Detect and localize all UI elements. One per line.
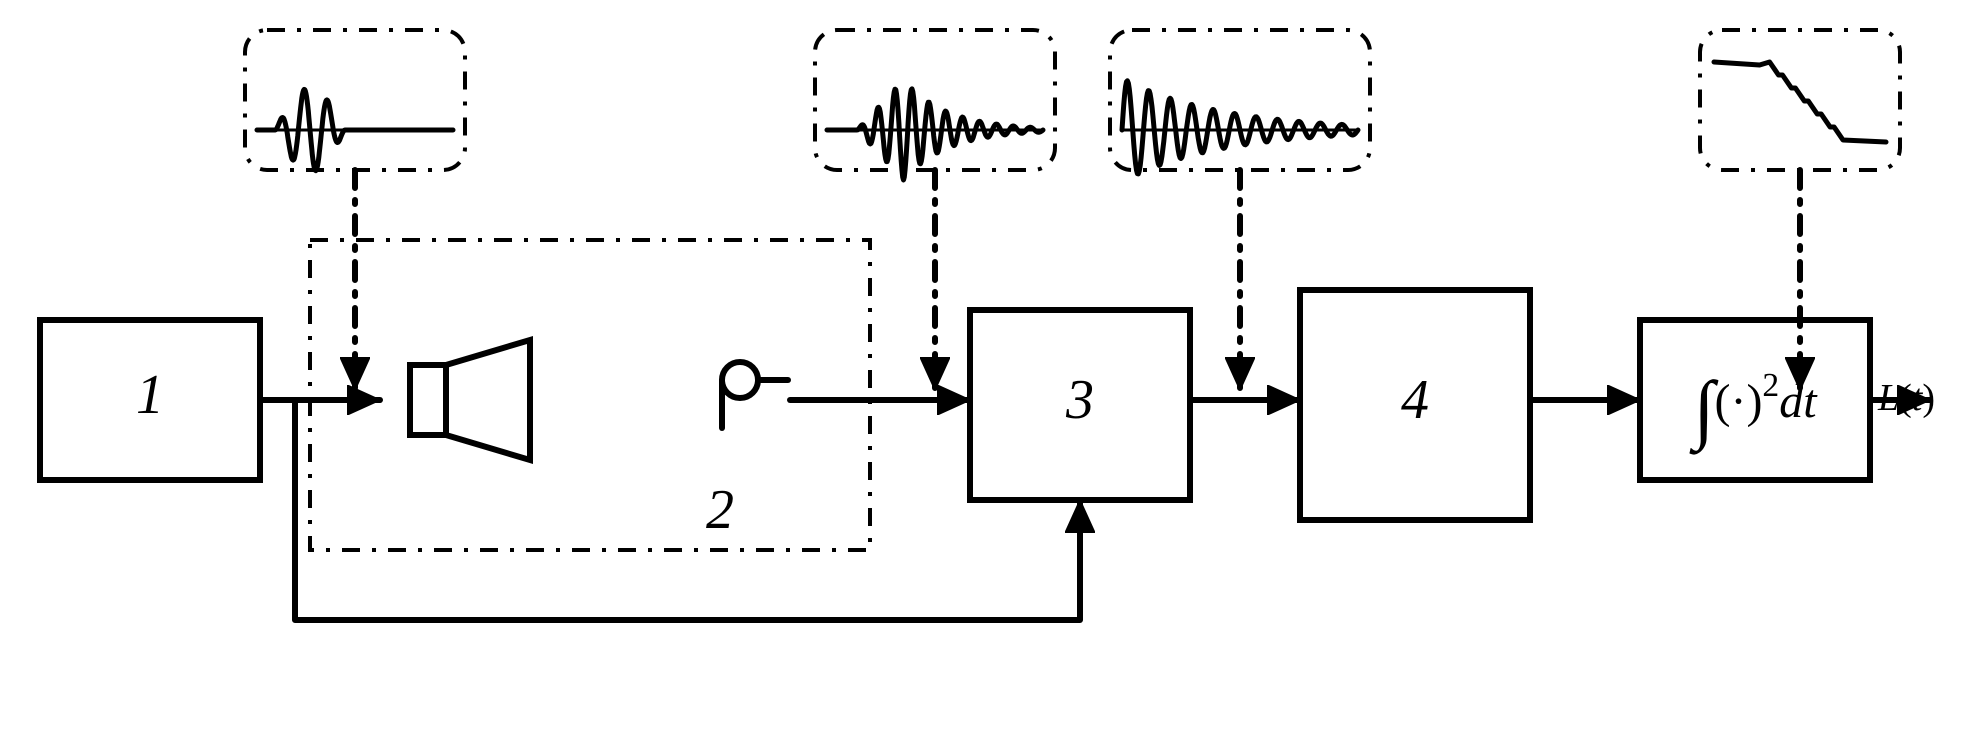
block-b1-label: 1 bbox=[136, 364, 164, 426]
microphone-icon bbox=[722, 362, 758, 398]
thumbnail-t1 bbox=[245, 30, 465, 170]
speaker-horn bbox=[446, 340, 530, 460]
output-label: L(t) bbox=[1877, 377, 1935, 419]
thumbnail-t4 bbox=[1700, 30, 1900, 170]
block-b2-label: 2 bbox=[706, 479, 734, 541]
block-b4-label: 4 bbox=[1401, 369, 1429, 431]
block-b2 bbox=[310, 240, 870, 550]
block-b3-label: 3 bbox=[1065, 369, 1094, 431]
speaker-body bbox=[410, 365, 446, 435]
